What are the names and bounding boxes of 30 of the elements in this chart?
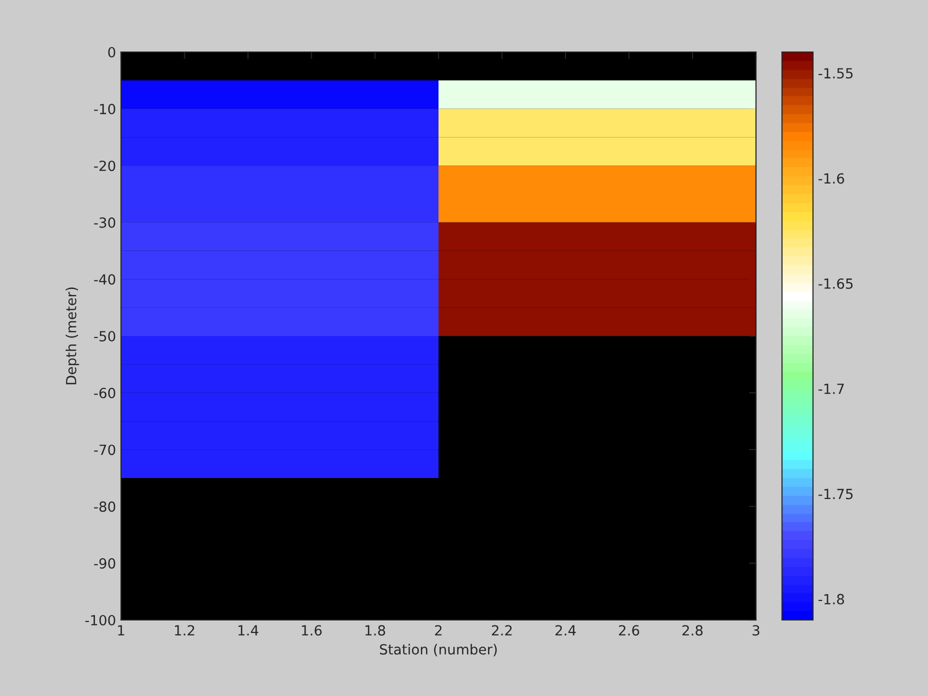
color-bar-label: -1.6: [818, 173, 844, 184]
x-tick-label: 1.8: [365, 625, 386, 636]
x-tick-label: 2: [435, 625, 442, 636]
y-tick-label: -60: [94, 388, 116, 398]
y-tick-label: 0: [108, 46, 116, 58]
y-tick-label: -10: [94, 104, 116, 114]
x-tick-label: 3: [752, 625, 760, 636]
color-bar-label: -1.65: [818, 278, 853, 289]
color-bar-label: -1.8: [818, 594, 844, 604]
color-bar-label: -1.75: [818, 488, 853, 500]
y-tick-label: -20: [94, 160, 116, 172]
y-tick-label: -80: [94, 501, 116, 512]
x-tick-label: 2.2: [492, 625, 512, 636]
y-tick-label: -100: [85, 614, 116, 626]
y-tick-label: -30: [94, 217, 116, 228]
y-tick-label: -50: [94, 330, 116, 342]
x-tick-label: 2.6: [618, 625, 640, 636]
y-tick-label: -70: [94, 444, 116, 456]
y-tick-label: -90: [94, 558, 116, 569]
x-axis-title: Station (number): [380, 644, 497, 656]
x-tick-label: 1: [118, 625, 124, 636]
x-tick-label: 1.6: [302, 625, 322, 636]
x-tick-label: 2.8: [682, 625, 703, 636]
x-tick-label: 1.2: [174, 625, 194, 636]
x-tick-label: 1.4: [238, 625, 258, 636]
color-bar-label: -1.7: [818, 384, 844, 394]
y-tick-label: -40: [94, 274, 116, 285]
y-axis-title: Depth (meter): [66, 288, 80, 384]
color-bar-label: -1.55: [818, 68, 853, 79]
x-tick-label: 2.4: [555, 625, 576, 636]
